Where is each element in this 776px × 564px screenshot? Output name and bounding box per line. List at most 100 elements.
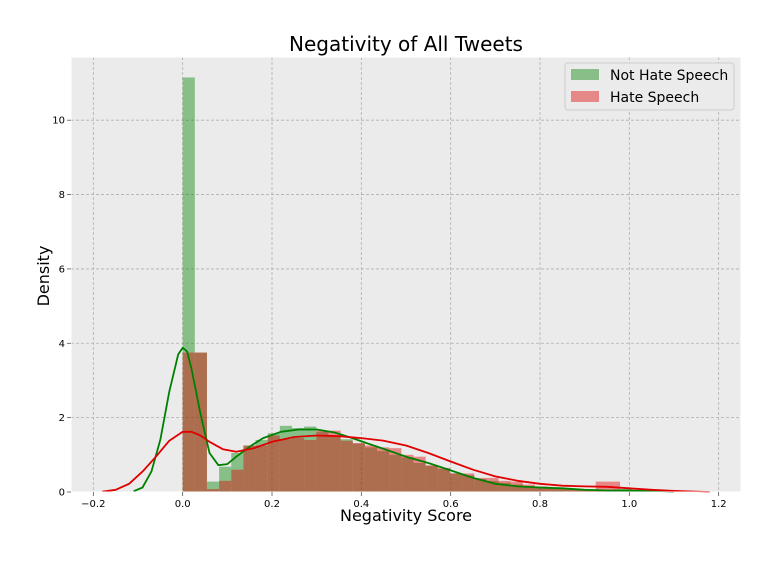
hate-speech-bar <box>377 447 390 492</box>
hate-speech-bar <box>437 467 450 492</box>
not-hate-speech-bar <box>607 490 621 492</box>
hate-speech-bar <box>231 469 244 492</box>
kde-lines <box>102 346 710 493</box>
not-hate-speech-bar <box>352 443 365 492</box>
hate-speech-bar <box>316 430 329 492</box>
not-hate-speech-bar <box>522 486 535 492</box>
hate-speech-bar <box>219 480 232 492</box>
hate-speech-bar <box>304 439 317 492</box>
not-hate-speech-bar <box>449 473 463 492</box>
not-hate-speech-bar <box>231 452 244 492</box>
not-hate-speech-bar <box>547 488 560 492</box>
hate-speech-bar <box>292 438 305 492</box>
not-hate-speech-bar <box>462 475 475 492</box>
not-hate-speech-bar <box>583 490 596 492</box>
legend-swatch-hate-speech <box>571 91 599 102</box>
legend-label-not-hate-speech: Not Hate Speech <box>610 68 728 84</box>
hate-speech-bar <box>401 454 414 492</box>
not-hate-speech-bar <box>194 352 207 492</box>
hate-speech-bar <box>340 440 353 492</box>
hate-speech-bar <box>547 487 560 492</box>
not-hate-speech-bar <box>437 468 450 492</box>
x-tick-label: −0.2 <box>81 499 105 510</box>
not-hate-speech-bar <box>559 489 572 492</box>
not-hate-speech-bar <box>413 463 426 492</box>
hate-speech-bar <box>267 435 280 492</box>
x-tick-label: 0.0 <box>175 499 191 510</box>
not-hate-speech-bar <box>340 439 353 492</box>
legend-label-hate-speech: Hate Speech <box>610 90 699 106</box>
hate-speech-bar <box>194 352 207 492</box>
x-tick-label: 0.6 <box>443 499 459 510</box>
hate-speech-bar <box>413 456 426 492</box>
not-hate-speech-bar <box>255 439 268 492</box>
x-tick-label: 0.2 <box>264 499 280 510</box>
hate-speech-bar <box>559 488 572 492</box>
not-hate-speech-bar <box>292 428 305 492</box>
x-tick-label: 1.0 <box>621 499 637 510</box>
y-tick-label: 2 <box>59 413 65 424</box>
hate-speech-bar <box>425 465 438 492</box>
y-tick-label: 0 <box>59 488 65 499</box>
legend-frame <box>564 62 735 111</box>
not-hate-speech-bar <box>389 454 402 492</box>
hate-speech-bar <box>206 489 220 492</box>
not-hate-speech-bar <box>510 484 523 492</box>
not-hate-speech-bar <box>219 466 232 492</box>
not-hate-speech-bar <box>401 457 414 492</box>
not-hate-speech-bar <box>486 480 499 492</box>
legend-swatch-not-hate-speech <box>571 69 599 80</box>
not-hate-speech-bar <box>377 451 390 492</box>
not-hate-speech-bar <box>304 426 317 492</box>
y-axis-label: Density <box>34 246 53 307</box>
not-hate-speech-bar <box>267 433 280 492</box>
x-tick-label: 1.2 <box>711 499 727 510</box>
hate-speech-bar <box>534 486 548 492</box>
not-hate-speech-bar <box>243 445 256 492</box>
hate-speech-bar <box>243 445 256 492</box>
not-hate-speech-bar <box>534 487 548 492</box>
y-tick-label: 6 <box>59 264 65 275</box>
not-hate-speech-bar <box>328 436 341 492</box>
not-hate-speech-bar <box>206 481 220 492</box>
not-hate-speech-bar <box>279 425 293 492</box>
hate-speech-bar <box>328 430 341 492</box>
hate-speech-bar <box>498 480 511 492</box>
hate-speech-bar <box>486 477 499 492</box>
plot-background <box>71 57 741 492</box>
axes <box>70 56 742 493</box>
ticks: −0.2 0.0 0.2 0.4 0.6 0.8 1.0 1.2 0 2 4 6 8 10 <box>52 116 726 510</box>
x-tick-label: 0.8 <box>532 499 548 510</box>
not-hate-speech-bar <box>571 489 584 492</box>
not-hate-speech-bar <box>498 482 511 492</box>
x-axis-label: Negativity Score <box>340 506 472 525</box>
not-hate-speech-kde-line <box>133 346 675 493</box>
hate-speech-bar <box>364 445 378 492</box>
hate-speech-bar <box>583 489 596 492</box>
not-hate-speech-bars <box>182 77 633 492</box>
legend: Not Hate Speech Hate Speech <box>564 62 735 111</box>
plot-frame <box>70 56 742 493</box>
hate-speech-bar <box>522 484 535 492</box>
hate-speech-kde-line <box>102 430 710 493</box>
not-hate-speech-bar <box>474 478 487 492</box>
hate-speech-bar <box>279 439 293 492</box>
chart-title: Negativity of All Tweets <box>289 32 523 56</box>
not-hate-speech-bar <box>316 431 329 492</box>
hate-speech-bars <box>182 352 633 492</box>
hate-speech-bar <box>182 352 195 492</box>
not-hate-speech-bar <box>425 465 438 492</box>
y-tick-label: 4 <box>59 339 65 350</box>
y-tick-label: 10 <box>52 116 65 127</box>
not-hate-speech-bar <box>595 490 608 492</box>
y-tick-label: 8 <box>59 190 65 201</box>
hate-speech-bar <box>352 442 365 492</box>
not-hate-speech-bar <box>364 447 378 492</box>
hate-speech-bar <box>255 445 268 492</box>
hate-speech-bar <box>449 473 463 492</box>
x-tick-label: 0.4 <box>353 499 369 510</box>
not-hate-speech-bar <box>182 77 195 492</box>
hate-speech-bar <box>571 489 584 492</box>
